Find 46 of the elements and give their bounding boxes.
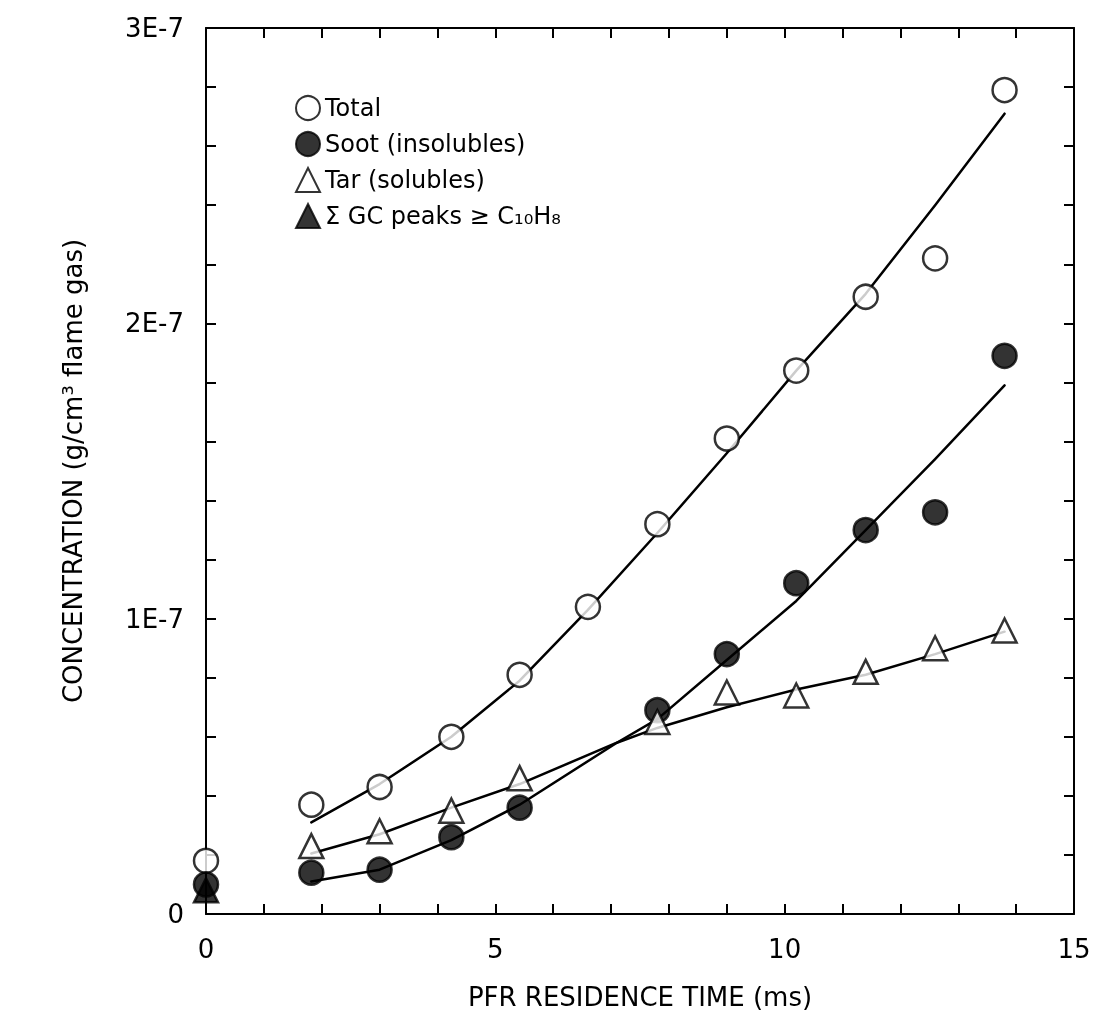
point [192, 877, 220, 904]
point [298, 791, 325, 818]
point [574, 593, 602, 621]
point [644, 510, 671, 538]
point [438, 797, 465, 824]
point [713, 425, 741, 452]
point [991, 342, 1018, 370]
point [991, 617, 1018, 644]
point [506, 794, 533, 821]
point [991, 76, 1018, 104]
point [713, 640, 741, 668]
point [852, 516, 879, 544]
point [366, 856, 393, 883]
point [366, 773, 393, 801]
legend-label: Soot (insolubles) [325, 130, 526, 158]
point [921, 245, 949, 272]
point [192, 847, 220, 875]
point [644, 708, 671, 736]
y-tick-label: 2E-7 [125, 308, 184, 339]
y-tick-label: 0 [167, 899, 184, 929]
point [852, 658, 879, 686]
point [438, 723, 465, 751]
point [852, 283, 879, 310]
point [921, 634, 949, 662]
x-tick-label: 10 [768, 934, 802, 964]
x-tick-label: 15 [1057, 934, 1091, 964]
point [366, 818, 393, 845]
point [783, 357, 810, 384]
point [506, 764, 533, 792]
x-axis-title: PFR RESIDENCE TIME (ms) [467, 982, 813, 1012]
point [506, 661, 533, 689]
point [438, 823, 465, 851]
point [782, 682, 810, 709]
legend-label: Σ GC peaks ≥ C₁₀H₈ [325, 202, 561, 230]
y-tick-label: 3E-7 [125, 13, 184, 43]
point [921, 499, 949, 526]
point [298, 859, 325, 886]
x-tick-label: 5 [487, 934, 504, 964]
legend-label: Total [324, 94, 382, 122]
point [783, 569, 810, 597]
y-tick-label: 1E-7 [125, 603, 184, 634]
legend-label: Tar (solubles) [324, 166, 485, 194]
x-tick-label: 0 [197, 934, 215, 964]
y-axis-title: CONCENTRATION (g/cm³ flame gas) [58, 238, 88, 704]
point [298, 832, 325, 860]
point [713, 679, 741, 706]
